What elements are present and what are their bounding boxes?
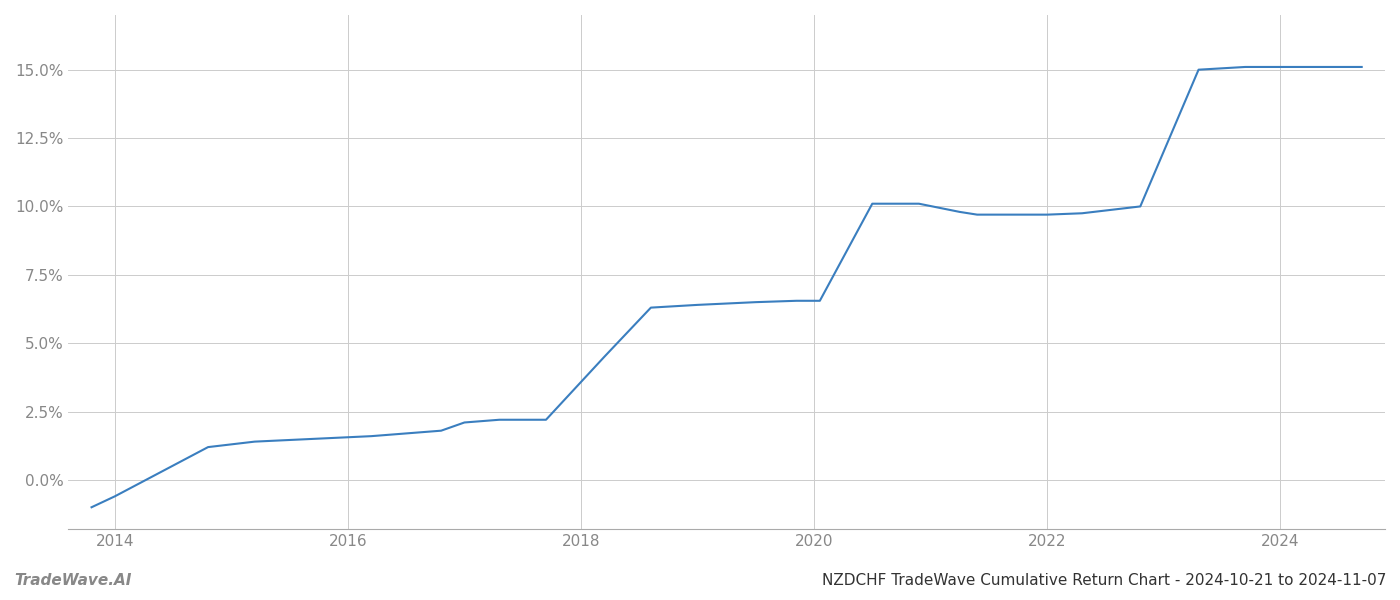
- Text: NZDCHF TradeWave Cumulative Return Chart - 2024-10-21 to 2024-11-07: NZDCHF TradeWave Cumulative Return Chart…: [822, 573, 1386, 588]
- Text: TradeWave.AI: TradeWave.AI: [14, 573, 132, 588]
